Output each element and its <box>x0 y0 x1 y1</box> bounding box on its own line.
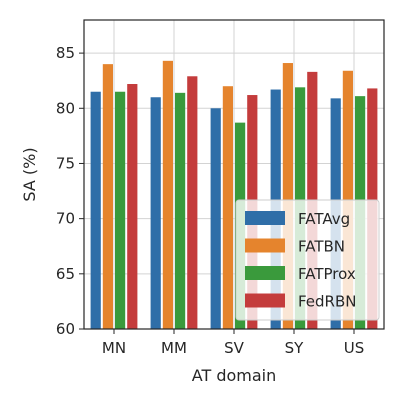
bar-fatavg-mm <box>150 97 161 329</box>
legend-swatch-fatprox <box>245 266 285 280</box>
x-tick-label: SV <box>224 339 245 357</box>
x-tick-label: MN <box>102 339 126 357</box>
legend-label-fedrbn: FedRBN <box>298 293 357 311</box>
x-axis-label: AT domain <box>192 366 276 385</box>
y-tick-label: 85 <box>56 44 75 62</box>
x-tick-label: MM <box>161 339 187 357</box>
legend-box <box>235 199 380 321</box>
legend-label-fatprox: FATProx <box>298 265 356 283</box>
legend-swatch-fedrbn <box>245 293 285 308</box>
bar-fatavg-mn <box>90 91 101 329</box>
bar-fatprox-mm <box>175 92 186 329</box>
bar-fatprox-mn <box>115 91 126 329</box>
bar-fatbn-mm <box>162 60 173 329</box>
legend-swatch-fatbn <box>245 238 285 253</box>
tick-labels: 60 65 70 75 80 85 MN MM SV SY US <box>56 44 364 357</box>
x-tick-label: US <box>344 339 365 357</box>
y-tick-label: 75 <box>56 154 75 172</box>
y-tick-label: 65 <box>56 265 75 283</box>
y-axis-label: SA (%) <box>20 147 39 201</box>
y-tick-label: 80 <box>56 99 75 117</box>
bar-fatavg-sv <box>210 108 221 330</box>
bar-fedrbn-mn <box>127 84 138 329</box>
legend-label-fatbn: FATBN <box>298 238 345 256</box>
legend-swatch-fatavg <box>245 211 285 225</box>
x-tick-label: SY <box>285 339 305 357</box>
y-tick-label: 60 <box>56 320 75 338</box>
legend-label-fatavg: FATAvg <box>298 210 350 228</box>
y-tick-label: 70 <box>56 210 75 228</box>
bar-fatbn-sy <box>282 63 293 330</box>
bar-fatbn-mn <box>102 64 113 330</box>
bar-fedrbn-mm <box>187 76 198 330</box>
legend: FATAvg FATBN FATProx FedRBN <box>235 199 380 321</box>
bar-fatbn-sv <box>222 86 233 329</box>
